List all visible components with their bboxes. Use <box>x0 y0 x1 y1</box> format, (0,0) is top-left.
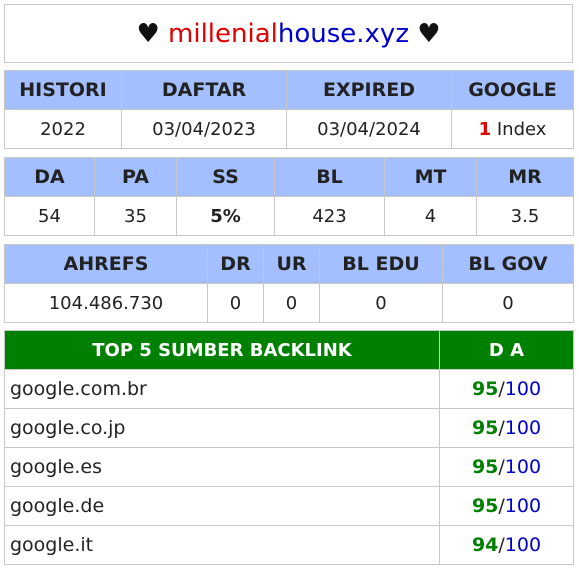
metrics-table: DA PA SS BL MT MR 54 35 5% 423 4 3.5 <box>4 157 574 236</box>
header-top-backlink: TOP 5 SUMBER BACKLINK <box>4 330 440 370</box>
value-ur: 0 <box>263 283 320 323</box>
backlink-domain: google.com.br <box>4 369 440 409</box>
value-pa: 35 <box>94 196 177 236</box>
table-row: google.de 95/100 <box>4 486 574 526</box>
backlink-da-slash: / <box>498 495 505 517</box>
backlink-da-max: 100 <box>504 378 542 400</box>
title-box: ♥ millenialhouse.xyz ♥ <box>4 4 573 63</box>
backlink-da-max: 100 <box>504 495 542 517</box>
value-da: 54 <box>4 196 95 236</box>
table-row: google.es 95/100 <box>4 447 574 487</box>
title-part-1: millenial <box>168 18 278 49</box>
backlink-da-max: 100 <box>504 417 542 439</box>
table-row: google.com.br 95/100 <box>4 369 574 409</box>
header-ss: SS <box>176 157 275 197</box>
backlink-domain: google.de <box>4 486 440 526</box>
backlink-da: 95/100 <box>439 486 574 526</box>
header-google: GOOGLE <box>451 70 574 110</box>
header-bl: BL <box>274 157 385 197</box>
header-mt: MT <box>384 157 477 197</box>
backlink-da: 95/100 <box>439 408 574 448</box>
header-backlink-da: D A <box>439 330 574 370</box>
heart-right-icon: ♥ <box>417 18 441 49</box>
history-table: HISTORI DAFTAR EXPIRED GOOGLE 2022 03/04… <box>4 70 574 149</box>
backlink-da-score: 95 <box>471 495 499 517</box>
backlink-da-slash: / <box>498 534 505 556</box>
header-pa: PA <box>94 157 177 197</box>
backlink-da-slash: / <box>498 456 505 478</box>
backlink-da-score: 94 <box>471 534 499 556</box>
table-row: google.co.jp 95/100 <box>4 408 574 448</box>
backlink-da-slash: / <box>498 417 505 439</box>
backlink-da-score: 95 <box>471 456 499 478</box>
header-ahrefs: AHREFS <box>4 244 208 284</box>
header-bl-edu: BL EDU <box>319 244 443 284</box>
value-daftar: 03/04/2023 <box>121 109 287 149</box>
backlink-da-slash: / <box>498 378 505 400</box>
ahrefs-table: AHREFS DR UR BL EDU BL GOV 104.486.730 0… <box>4 244 574 323</box>
header-expired: EXPIRED <box>286 70 452 110</box>
header-dr: DR <box>207 244 264 284</box>
value-ss: 5% <box>176 196 275 236</box>
backlink-da-max: 100 <box>504 456 542 478</box>
header-histori: HISTORI <box>4 70 122 110</box>
google-index-count: 1 <box>478 118 492 140</box>
value-bl: 423 <box>274 196 385 236</box>
value-histori: 2022 <box>4 109 122 149</box>
header-ur: UR <box>263 244 320 284</box>
value-dr: 0 <box>207 283 264 323</box>
value-mr: 3.5 <box>476 196 574 236</box>
header-da: DA <box>4 157 95 197</box>
backlink-da: 94/100 <box>439 525 574 565</box>
header-mr: MR <box>476 157 574 197</box>
table-row: google.it 94/100 <box>4 525 574 565</box>
value-mt: 4 <box>384 196 477 236</box>
backlink-da-score: 95 <box>471 417 499 439</box>
value-expired: 03/04/2024 <box>286 109 452 149</box>
backlink-domain: google.it <box>4 525 440 565</box>
backlink-domain: google.co.jp <box>4 408 440 448</box>
backlink-da-score: 95 <box>471 378 499 400</box>
backlink-da: 95/100 <box>439 447 574 487</box>
title-part-2: house.xyz <box>277 18 409 49</box>
backlink-da-max: 100 <box>504 534 542 556</box>
backlink-da: 95/100 <box>439 369 574 409</box>
backlink-domain: google.es <box>4 447 440 487</box>
site-title: ♥ millenialhouse.xyz ♥ <box>4 4 573 63</box>
value-bl-edu: 0 <box>319 283 443 323</box>
google-index-label: Index <box>491 118 547 140</box>
heart-left-icon: ♥ <box>136 18 160 49</box>
header-bl-gov: BL GOV <box>442 244 574 284</box>
header-daftar: DAFTAR <box>121 70 287 110</box>
backlink-table: TOP 5 SUMBER BACKLINK D A google.com.br … <box>4 330 574 565</box>
value-ahrefs: 104.486.730 <box>4 283 208 323</box>
value-bl-gov: 0 <box>442 283 574 323</box>
value-google: 1 Index <box>451 109 574 149</box>
